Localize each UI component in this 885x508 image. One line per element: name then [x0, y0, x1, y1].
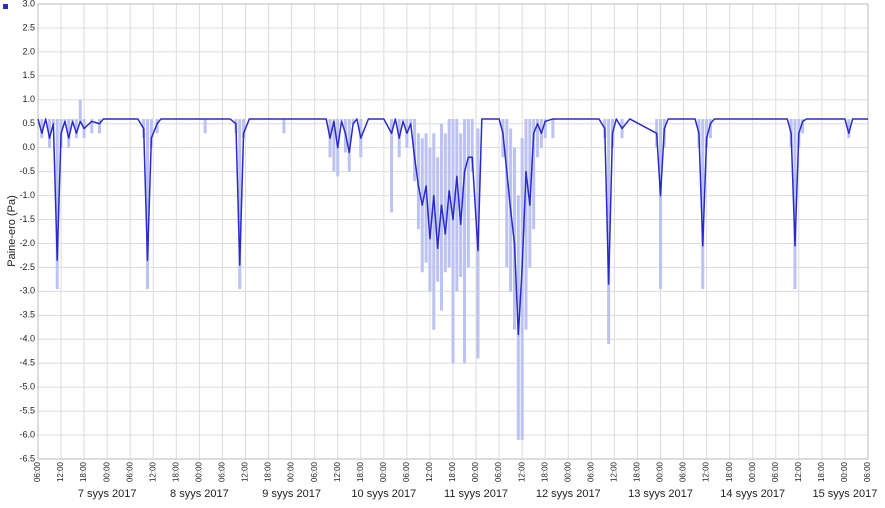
x-tick-label: 00:00 — [656, 461, 665, 482]
x-tick-label: 00:00 — [471, 461, 480, 482]
x-tick-label: 18:00 — [79, 461, 88, 482]
x-tick-label: 12:00 — [794, 461, 803, 482]
x-tick-label: 06:00 — [863, 461, 872, 482]
date-label: 14 syys 2017 — [720, 488, 785, 500]
y-tick-label: -2.5 — [19, 262, 35, 272]
x-tick-label: 18:00 — [356, 461, 365, 482]
x-tick-label: 18:00 — [633, 461, 642, 482]
x-tick-label: 00:00 — [748, 461, 757, 482]
x-tick-label: 18:00 — [264, 461, 273, 482]
x-tick-label: 06:00 — [33, 461, 42, 482]
x-tick-label: 00:00 — [840, 461, 849, 482]
y-tick-label: -6.5 — [19, 453, 35, 463]
x-tick-label: 12:00 — [425, 461, 434, 482]
x-tick-label: 06:00 — [125, 461, 134, 482]
date-label: 13 syys 2017 — [628, 488, 693, 500]
y-tick-label: 3.0 — [22, 0, 35, 8]
y-tick-label: -5.5 — [19, 405, 35, 415]
y-tick-label: -0.5 — [19, 166, 35, 176]
y-tick-label: 1.5 — [22, 70, 35, 80]
x-tick-label: 12:00 — [609, 461, 618, 482]
x-tick-label: 12:00 — [241, 461, 250, 482]
x-tick-label: 12:00 — [333, 461, 342, 482]
x-tick-label: 12:00 — [148, 461, 157, 482]
x-tick-label: 12:00 — [517, 461, 526, 482]
y-tick-label: -2.0 — [19, 238, 35, 248]
y-tick-label: 0.0 — [22, 142, 35, 152]
x-tick-label: 00:00 — [379, 461, 388, 482]
date-label: 10 syys 2017 — [351, 488, 416, 500]
y-tick-label: -1.5 — [19, 214, 35, 224]
y-tick-label: -3.0 — [19, 286, 35, 296]
y-tick-label: -5.0 — [19, 382, 35, 392]
y-tick-label: -6.0 — [19, 429, 35, 439]
x-tick-label: 12:00 — [56, 461, 65, 482]
date-label: 8 syys 2017 — [170, 488, 229, 500]
y-tick-label: -1.0 — [19, 190, 35, 200]
x-tick-label: 00:00 — [287, 461, 296, 482]
date-label: 9 syys 2017 — [262, 488, 321, 500]
date-label: 11 syys 2017 — [444, 488, 508, 500]
x-tick-label: 18:00 — [171, 461, 180, 482]
plot-border — [37, 3, 869, 460]
date-label: 7 syys 2017 — [78, 488, 137, 500]
y-tick-label: -4.5 — [19, 358, 35, 368]
x-tick-label: 00:00 — [563, 461, 572, 482]
x-tick-label: 06:00 — [771, 461, 780, 482]
y-tick-label: -4.0 — [19, 334, 35, 344]
y-tick-label: 2.5 — [22, 22, 35, 32]
x-tick-label: 00:00 — [102, 461, 111, 482]
y-tick-label: 1.0 — [22, 94, 35, 104]
legend-marker — [3, 4, 8, 9]
y-tick-label: -3.5 — [19, 310, 35, 320]
x-tick-label: 00:00 — [194, 461, 203, 482]
x-tick-label: 18:00 — [448, 461, 457, 482]
x-tick-label: 12:00 — [702, 461, 711, 482]
series-line — [37, 118, 868, 336]
x-tick-label: 06:00 — [402, 461, 411, 482]
x-tick-label: 06:00 — [310, 461, 319, 482]
x-tick-label: 06:00 — [218, 461, 227, 482]
x-tick-label: 18:00 — [540, 461, 549, 482]
date-label: 15 syys 2017 — [813, 488, 878, 500]
x-tick-label: 06:00 — [586, 461, 595, 482]
y-tick-label: 0.5 — [22, 118, 35, 128]
y-tick-label: 2.0 — [22, 46, 35, 56]
x-tick-label: 18:00 — [725, 461, 734, 482]
date-label: 12 syys 2017 — [536, 488, 601, 500]
x-tick-label: 06:00 — [679, 461, 688, 482]
x-tick-label: 06:00 — [494, 461, 503, 482]
x-tick-label: 18:00 — [817, 461, 826, 482]
y-axis-label: Paine-ero (Pa) — [6, 195, 18, 267]
